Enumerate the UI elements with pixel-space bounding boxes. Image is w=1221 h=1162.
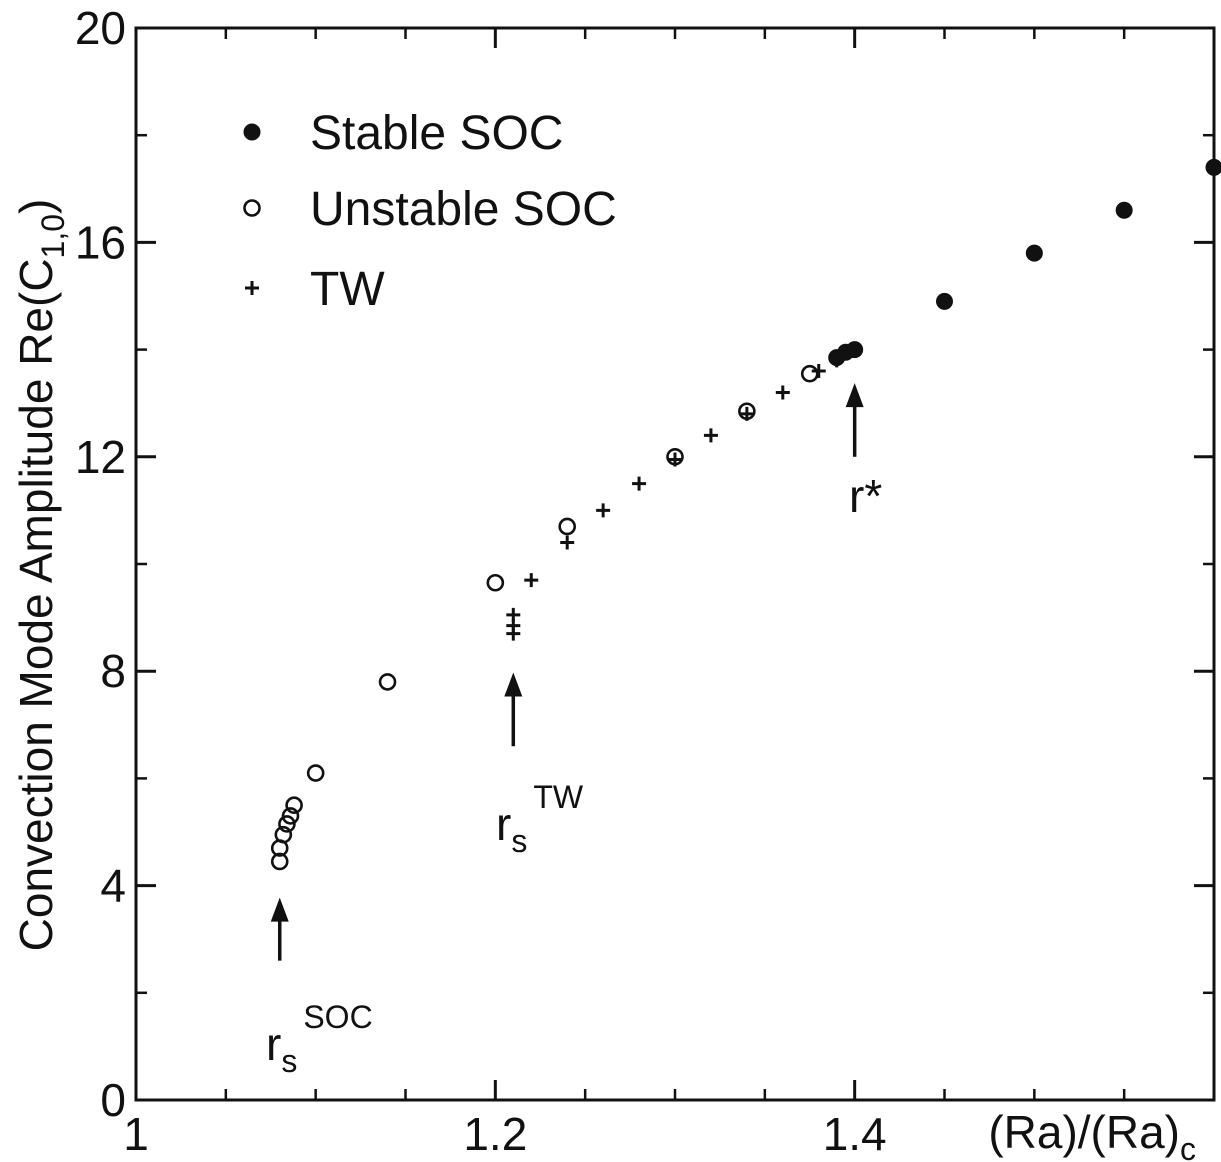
data-point <box>1025 244 1043 262</box>
legend-marker <box>245 281 259 295</box>
tick-labels: 1 1.2 1.4 0 4 8 12 16 20 <box>75 2 887 1160</box>
ticks <box>134 26 1214 1102</box>
y-axis-title-main: Convection Mode Amplitude Re(C <box>10 258 62 951</box>
annotation-label-main: r <box>496 798 511 850</box>
data-point <box>800 364 819 383</box>
annotation-label-main: r* <box>849 470 882 522</box>
annotation-label: r* <box>849 470 882 522</box>
x-axis-title: (Ra)/(Ra)c <box>988 1106 1196 1162</box>
data-point <box>270 852 289 871</box>
data-point <box>281 807 300 825</box>
y-tick-label: 0 <box>100 1074 126 1126</box>
data-point <box>632 476 647 491</box>
data-point <box>306 764 325 782</box>
data-point <box>811 364 826 379</box>
data-point <box>668 452 682 467</box>
y-axis-title-text: Convection Mode Amplitude Re(C1,0) <box>10 199 71 952</box>
data-point <box>378 673 397 691</box>
annotation: rsTW <box>496 672 584 859</box>
y-axis-title-sub: 1,0 <box>35 214 71 258</box>
annotation-label: rsTW <box>496 779 584 859</box>
data-point <box>486 573 505 592</box>
plot-frame <box>134 26 1216 1102</box>
legend-label: TW <box>310 263 385 316</box>
y-tick-label: 8 <box>100 645 126 697</box>
y-tick-label: 4 <box>100 860 126 912</box>
y-tick-label: 16 <box>75 216 126 268</box>
data-point <box>278 815 296 833</box>
legend: Stable SOC Unstable SOC TW <box>243 107 617 316</box>
annotation-label-sup: TW <box>533 779 584 815</box>
annotation-arrow-head <box>270 897 289 922</box>
x-axis-title-main: (Ra)/(Ra) <box>988 1106 1180 1158</box>
legend-label: Unstable SOC <box>310 183 617 236</box>
series-unstable-soc <box>270 364 819 871</box>
data-point <box>829 353 844 368</box>
data-point <box>1115 201 1133 219</box>
data-point <box>1205 158 1221 176</box>
data-point <box>560 535 575 550</box>
series-stable-soc <box>828 158 1221 367</box>
x-axis-title-text: (Ra)/(Ra)c <box>988 1106 1196 1162</box>
annotation-arrow-head <box>845 383 864 408</box>
data-point <box>936 292 953 310</box>
y-tick-label: 20 <box>75 2 126 54</box>
data-point <box>506 607 521 622</box>
data-point <box>274 825 293 844</box>
annotation-label-sub: s <box>511 823 527 859</box>
y-axis-title-close: ) <box>10 199 62 214</box>
data-point <box>703 428 718 443</box>
data-points <box>270 158 1221 871</box>
data-point <box>596 503 611 518</box>
legend-item: Stable SOC <box>243 107 563 160</box>
x-axis-title-sub: c <box>1180 1131 1196 1162</box>
x-tick-label: 1 <box>123 1108 149 1160</box>
x-tick-label: 1.2 <box>463 1108 527 1160</box>
annotation-label-sub: s <box>281 1043 297 1079</box>
y-axis-title: Convection Mode Amplitude Re(C1,0) <box>10 199 71 952</box>
annotation-arrow-head <box>504 672 523 697</box>
legend-marker <box>243 123 261 141</box>
legend-item: TW <box>245 263 385 316</box>
annotation: rsSOC <box>266 897 373 1079</box>
data-point <box>739 406 754 421</box>
y-tick-label: 12 <box>75 431 126 483</box>
annotation-label-main: r <box>266 1018 281 1070</box>
series-tw <box>506 353 844 641</box>
data-point <box>775 385 790 400</box>
axes <box>134 26 1216 1102</box>
legend-label: Stable SOC <box>310 107 563 160</box>
annotation-label-sup: SOC <box>303 999 372 1035</box>
data-point <box>524 573 539 588</box>
data-point <box>285 796 303 815</box>
x-tick-label: 1.4 <box>823 1108 887 1160</box>
annotation-label: rsSOC <box>266 999 373 1079</box>
legend-item: Unstable SOC <box>243 183 617 236</box>
legend-marker <box>243 199 261 217</box>
data-point <box>846 341 864 359</box>
annotation: r* <box>845 383 882 522</box>
data-point <box>558 517 577 536</box>
